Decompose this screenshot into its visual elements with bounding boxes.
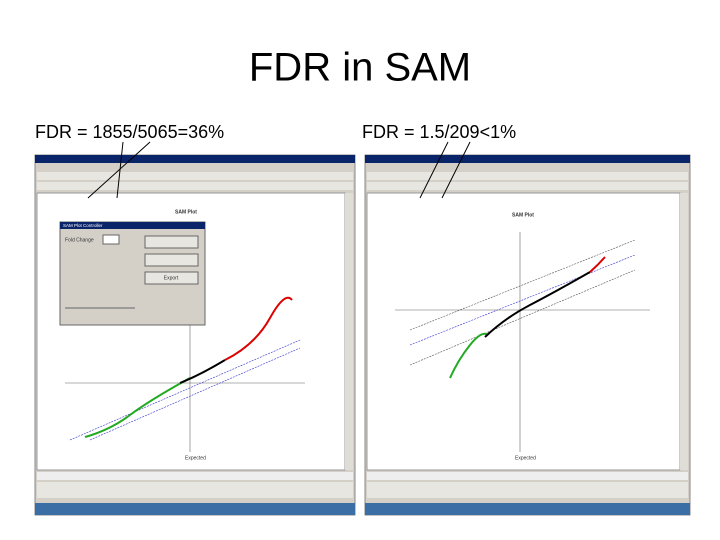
- x-label: Expected: [185, 455, 206, 461]
- curve-mid: [179, 359, 226, 384]
- dialog-title-bar: [60, 222, 205, 229]
- left-caption: FDR = 1855/5065=36%: [35, 122, 224, 142]
- plot-title: SAM Plot: [175, 209, 197, 215]
- threshold-line: [89, 347, 301, 441]
- button[interactable]: [144, 235, 199, 249]
- toolbar: [37, 182, 353, 190]
- title-bar: [35, 155, 355, 163]
- button[interactable]: [144, 271, 199, 285]
- toolbar: [367, 182, 688, 190]
- right-caption: FDR = 1.5/209<1%: [362, 122, 516, 142]
- dialog-title: SAM Plot Controller: [63, 223, 103, 228]
- arrow: [441, 141, 471, 199]
- threshold-line: [69, 339, 301, 441]
- arrow: [87, 141, 151, 199]
- scrollbar: [680, 193, 688, 470]
- toolbar: [37, 172, 353, 180]
- threshold-line: [409, 239, 636, 331]
- input[interactable]: [102, 234, 120, 245]
- taskbar: [35, 503, 355, 515]
- plot-title: SAM Plot: [512, 212, 534, 218]
- chart-area: [366, 192, 681, 471]
- status-bar: [37, 482, 353, 498]
- scrollbar: [345, 193, 353, 470]
- toolbar: [367, 172, 688, 180]
- arrows: [87, 141, 471, 199]
- curve-high: [224, 296, 293, 361]
- left-screenshot: SAM Plot Expected SAM Plot Controller Fo…: [34, 154, 356, 516]
- threshold-line: [409, 269, 636, 366]
- right-screenshot: SAM Plot Expected: [364, 154, 691, 516]
- curve-low: [84, 377, 191, 438]
- curve-high: [589, 256, 606, 273]
- curve-mid: [484, 271, 591, 338]
- x-label: Expected: [515, 455, 536, 461]
- slide-title: FDR in SAM: [249, 46, 471, 90]
- curve-low: [449, 332, 489, 379]
- taskbar: [365, 503, 690, 515]
- dialog-field: Fold Change: [65, 237, 94, 243]
- arrow: [419, 141, 449, 199]
- title-bar: [365, 155, 690, 163]
- status-bar: [367, 482, 688, 498]
- identity-line: [409, 254, 636, 346]
- button-label[interactable]: Export: [164, 275, 179, 281]
- sheet-tabs: [367, 472, 688, 480]
- arrow: [116, 141, 124, 199]
- sheet-tabs: [37, 472, 353, 480]
- button[interactable]: [144, 253, 199, 267]
